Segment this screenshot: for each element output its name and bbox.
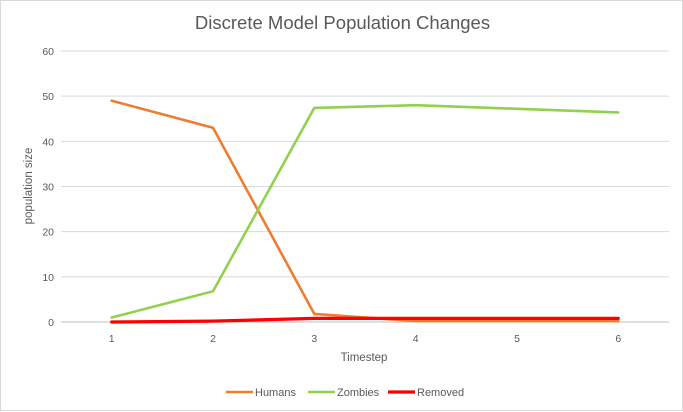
y-tick-label: 40 xyxy=(42,136,54,148)
series-line-removed xyxy=(110,316,620,324)
x-tick-label: 6 xyxy=(615,333,621,345)
x-tick-label: 2 xyxy=(210,333,216,345)
y-tick-label: 0 xyxy=(48,317,54,329)
y-tick-label: 10 xyxy=(42,272,54,284)
series-line-humans xyxy=(110,99,620,323)
y-tick-label: 20 xyxy=(42,227,54,239)
y-axis-label: population size xyxy=(23,148,35,225)
x-tick-label: 4 xyxy=(413,333,419,345)
x-tick-label: 1 xyxy=(109,333,115,345)
series-lines xyxy=(110,99,620,324)
legend: Humans Zombies Removed xyxy=(226,387,464,399)
x-axis-label: Timestep xyxy=(341,352,388,364)
y-tick-label: 50 xyxy=(42,91,54,103)
gridlines xyxy=(61,50,669,323)
x-axis-ticks: 1 2 3 4 5 6 xyxy=(109,333,622,345)
x-tick-label: 5 xyxy=(514,333,520,345)
chart-title: Discrete Model Population Changes xyxy=(195,12,490,33)
y-tick-label: 30 xyxy=(42,182,54,194)
legend-label-humans: Humans xyxy=(255,387,296,399)
y-axis-ticks: 0 10 20 30 40 50 60 xyxy=(42,46,54,329)
legend-label-removed: Removed xyxy=(417,387,464,399)
x-tick-label: 3 xyxy=(311,333,317,345)
series-line-zombies xyxy=(110,103,620,319)
y-tick-label: 60 xyxy=(42,46,54,58)
legend-label-zombies: Zombies xyxy=(337,387,380,399)
